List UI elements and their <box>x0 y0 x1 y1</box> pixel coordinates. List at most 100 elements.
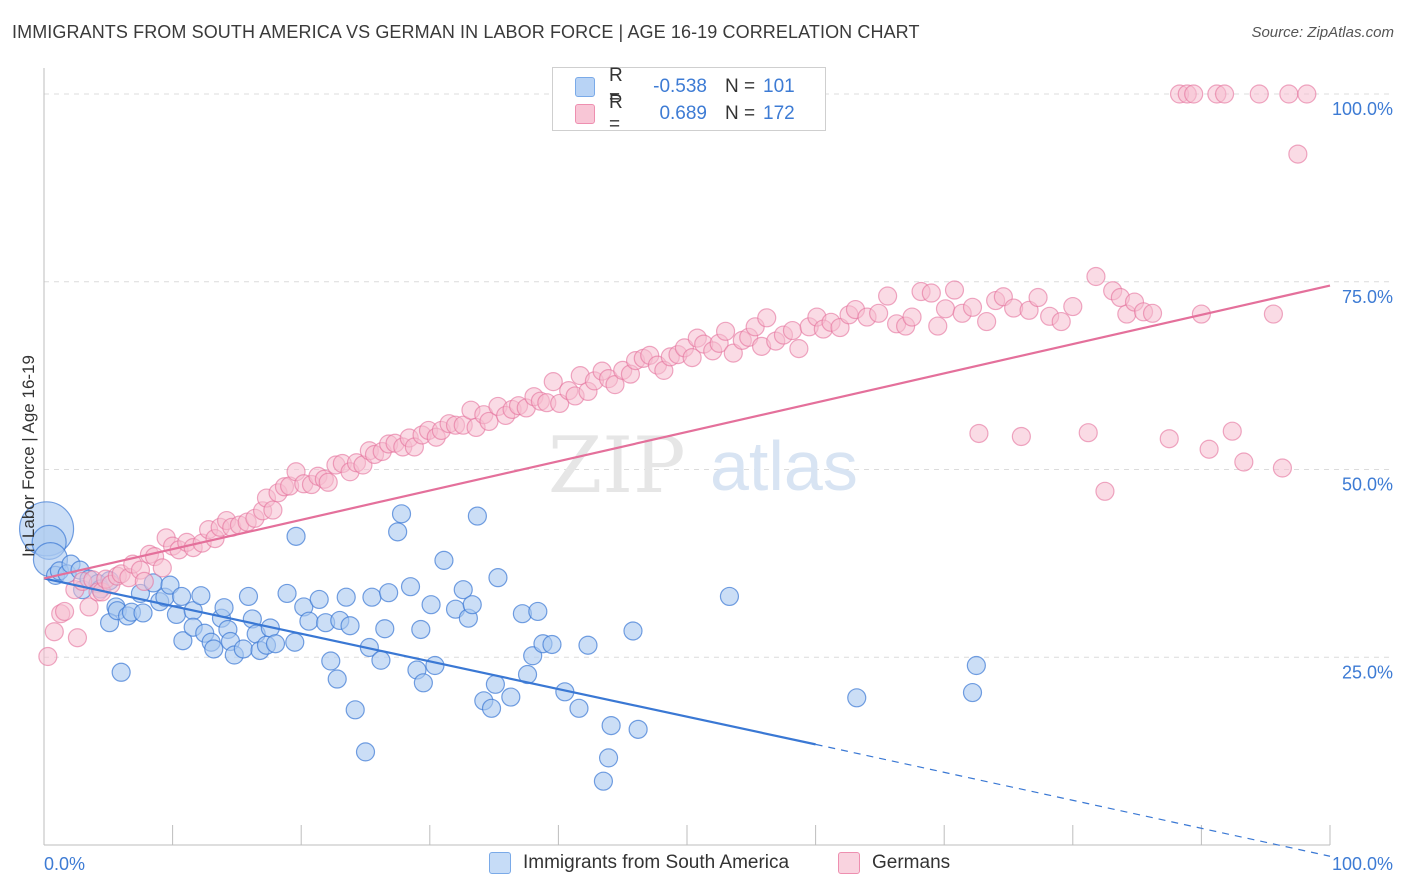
data-point-immigrants <box>388 522 408 542</box>
x-tick-label-max: 100.0% <box>1332 854 1393 874</box>
data-point-germans <box>878 286 898 306</box>
data-point-germans <box>789 339 809 359</box>
data-point-germans <box>928 316 948 336</box>
data-point-immigrants <box>578 635 598 655</box>
data-point-germans <box>38 646 58 667</box>
data-point-immigrants <box>528 601 548 622</box>
data-point-germans <box>263 500 283 520</box>
data-point-immigrants <box>238 586 259 607</box>
legend-r-label: R = <box>609 65 623 108</box>
data-point-germans <box>318 472 338 492</box>
y-tick-labels: 25.0% 50.0% 75.0% 100.0% <box>1332 99 1393 682</box>
data-point-germans <box>1086 266 1106 287</box>
legend-row-germans: R = 0.689 N = 172 <box>575 92 795 135</box>
data-point-immigrants <box>462 595 482 615</box>
data-point-germans <box>921 283 941 303</box>
watermark-zip: ZIP <box>548 421 686 511</box>
data-point-immigrants <box>309 589 329 610</box>
trend-line-immigrants-extrapolated <box>815 743 1331 857</box>
data-point-germans <box>944 280 965 300</box>
data-point-germans <box>977 311 997 332</box>
trend-lines <box>43 284 1331 857</box>
stats-legend: R = -0.538 N = 101 R = 0.689 N = 172 <box>552 65 826 135</box>
data-point-germans <box>1078 423 1098 443</box>
legend-swatch-germans <box>575 104 595 124</box>
legend-swatch-immigrants <box>489 852 511 874</box>
data-point-immigrants <box>362 587 382 607</box>
data-point-germans <box>1011 426 1031 447</box>
data-point-immigrants <box>601 715 621 736</box>
data-point-immigrants <box>355 742 376 762</box>
data-point-germans <box>1234 452 1254 472</box>
data-point-germans <box>1279 84 1299 104</box>
data-point-germans <box>67 628 88 648</box>
legend-item-immigrants[interactable]: Immigrants from South America <box>489 852 789 874</box>
data-point-immigrants <box>160 575 180 595</box>
data-point-germans <box>1028 287 1048 308</box>
data-point-germans <box>782 320 803 341</box>
data-point-immigrants <box>327 669 347 689</box>
data-point-immigrants <box>277 583 297 604</box>
x-tick-label-min: 0.0% <box>44 854 85 874</box>
legend-label-germans: Germans <box>872 852 951 873</box>
legend-swatch-immigrants <box>575 77 595 97</box>
data-point-germans <box>1159 429 1179 449</box>
data-point-germans <box>969 423 989 444</box>
data-point-immigrants <box>413 673 433 693</box>
watermark: ZIP atlas <box>548 421 858 511</box>
data-point-germans <box>935 299 956 319</box>
data-point-germans <box>152 558 172 578</box>
data-point-immigrants <box>569 698 589 718</box>
data-point-immigrants <box>425 655 445 676</box>
data-point-germans <box>757 308 777 328</box>
data-point-immigrants <box>411 619 431 640</box>
data-point-immigrants <box>214 598 234 618</box>
data-point-immigrants <box>191 586 211 606</box>
data-point-immigrants <box>481 698 502 718</box>
data-point-immigrants <box>542 634 562 655</box>
data-point-immigrants <box>598 748 619 768</box>
data-point-immigrants <box>421 595 441 615</box>
legend-item-germans[interactable]: Germans <box>838 852 950 874</box>
data-point-immigrants <box>400 577 421 597</box>
data-point-immigrants <box>172 586 192 607</box>
data-point-immigrants <box>375 619 395 639</box>
data-point-germans <box>715 321 736 341</box>
data-point-immigrants <box>628 719 648 739</box>
data-point-germans <box>134 571 154 592</box>
data-point-immigrants <box>111 662 131 682</box>
legend-r-value: 0.689 <box>659 103 707 124</box>
data-point-germans <box>1288 144 1308 164</box>
data-point-germans <box>1249 84 1269 104</box>
watermark-atlas: atlas <box>710 427 858 505</box>
legend-n-value: 101 <box>763 76 795 97</box>
data-point-immigrants <box>321 651 341 671</box>
y-tick-label: 25.0% <box>1342 662 1393 682</box>
series-legend: Immigrants from South America Germans <box>0 852 1406 878</box>
data-point-immigrants <box>233 639 253 659</box>
data-point-immigrants <box>966 655 986 676</box>
y-tick-label: 50.0% <box>1342 475 1393 495</box>
trend-line-germans <box>43 284 1331 580</box>
data-point-immigrants <box>285 632 305 652</box>
legend-row-immigrants: R = -0.538 N = 101 <box>575 65 795 108</box>
data-point-immigrants <box>336 587 356 607</box>
data-point-immigrants <box>173 631 193 651</box>
data-point-germans <box>1184 84 1204 104</box>
data-point-germans <box>1142 303 1163 323</box>
legend-r-value: -0.538 <box>653 76 707 97</box>
data-point-immigrants <box>434 550 454 570</box>
chart-title: IMMIGRANTS FROM SOUTH AMERICA VS GERMAN … <box>12 22 920 42</box>
data-point-germans <box>44 622 64 642</box>
x-ticks <box>43 825 1331 845</box>
data-point-immigrants <box>593 771 614 791</box>
data-point-germans <box>1297 84 1317 104</box>
data-point-germans <box>962 297 983 317</box>
data-point-immigrants <box>286 526 306 546</box>
trend-line-immigrants <box>43 577 816 746</box>
data-point-germans <box>543 372 563 392</box>
data-point-immigrants <box>371 650 391 670</box>
data-point-germans <box>1272 458 1293 478</box>
data-point-immigrants <box>299 611 319 631</box>
